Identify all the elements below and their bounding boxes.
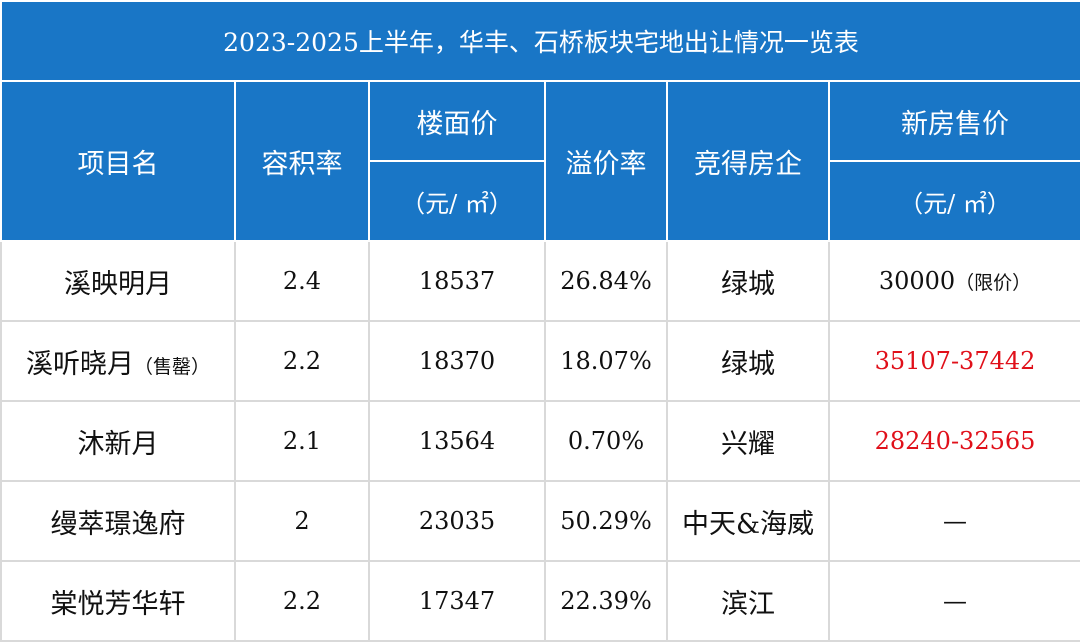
header-developer: 竞得房企 <box>666 80 830 242</box>
project-name: 棠悦芳华轩 <box>50 588 186 620</box>
premium-value: 0.70% <box>567 427 645 455</box>
cell-far: 2.4 <box>234 240 370 322</box>
header-new-price-unit: （元/ ㎡） <box>827 160 1080 242</box>
cell-developer: 滨江 <box>666 560 830 642</box>
table-row: 溪映明月 2.4 18537 26.84% 绿城 30000（限价） <box>0 240 1080 322</box>
cell-floor-price: 18370 <box>368 320 546 402</box>
new-price-note: （限价） <box>955 272 1032 294</box>
table-row: 溪听晓月（售罄） 2.2 18370 18.07% 绿城 35107-37442 <box>0 320 1080 402</box>
new-price-value: 28240-32565 <box>874 427 1036 455</box>
floor-price-value: 18537 <box>418 267 496 295</box>
project-name: 溪映明月 <box>64 268 172 300</box>
cell-developer: 绿城 <box>666 240 830 322</box>
project-name: 沐新月 <box>77 428 159 460</box>
cell-floor-price: 18537 <box>368 240 546 322</box>
developer-name: 兴耀 <box>721 428 775 460</box>
new-price-value: 30000 <box>878 267 956 295</box>
cell-new-price: 30000（限价） <box>827 240 1080 322</box>
far-value: 2 <box>294 507 310 535</box>
cell-new-price: 35107-37442 <box>827 320 1080 402</box>
header-far: 容积率 <box>234 80 370 242</box>
project-name: 溪听晓月 <box>25 348 134 380</box>
header-new-price: 新房售价 <box>827 80 1080 162</box>
far-value: 2.2 <box>282 587 322 615</box>
cell-new-price: — <box>827 480 1080 562</box>
cell-premium: 22.39% <box>544 560 668 642</box>
cell-floor-price: 23035 <box>368 480 546 562</box>
cell-premium: 50.29% <box>544 480 668 562</box>
cell-premium: 0.70% <box>544 400 668 482</box>
cell-far: 2.2 <box>234 560 370 642</box>
developer-name: 中天&海威 <box>681 508 815 540</box>
developer-name: 滨江 <box>721 588 775 620</box>
premium-value: 50.29% <box>560 507 652 535</box>
new-price-value: — <box>943 507 967 535</box>
table-body: 溪映明月 2.4 18537 26.84% 绿城 30000（限价） 溪听晓月（售罄） 2.2… <box>0 240 1080 642</box>
premium-value: 22.39% <box>560 587 652 615</box>
cell-project-name: 溪听晓月（售罄） <box>0 320 236 402</box>
far-value: 2.1 <box>282 427 322 455</box>
table-row: 缦萃璟逸府 2 23035 50.29% 中天&海威 — <box>0 480 1080 562</box>
cell-far: 2.1 <box>234 400 370 482</box>
cell-project-name: 棠悦芳华轩 <box>0 560 236 642</box>
premium-value: 18.07% <box>560 347 652 375</box>
project-name: 缦萃璟逸府 <box>50 508 186 540</box>
cell-developer: 中天&海威 <box>666 480 830 562</box>
header-floor-price: 楼面价 <box>368 80 546 162</box>
table-row: 棠悦芳华轩 2.2 17347 22.39% 滨江 — <box>0 560 1080 642</box>
cell-premium: 18.07% <box>544 320 668 402</box>
cell-project-name: 沐新月 <box>0 400 236 482</box>
cell-project-name: 溪映明月 <box>0 240 236 322</box>
table-row: 沐新月 2.1 13564 0.70% 兴耀 28240-32565 <box>0 400 1080 482</box>
header-floor-price-unit: （元/ ㎡） <box>368 160 546 242</box>
far-value: 2.2 <box>282 347 322 375</box>
developer-name: 绿城 <box>721 268 775 300</box>
cell-far: 2 <box>234 480 370 562</box>
floor-price-value: 13564 <box>418 427 496 455</box>
cell-floor-price: 17347 <box>368 560 546 642</box>
cell-new-price: 28240-32565 <box>827 400 1080 482</box>
header-project: 项目名 <box>0 80 236 242</box>
new-price-value: — <box>943 587 967 615</box>
cell-developer: 兴耀 <box>666 400 830 482</box>
table-title: 2023-2025上半年，华丰、石桥板块宅地出让情况一览表 <box>0 0 1080 82</box>
floor-price-value: 23035 <box>418 507 496 535</box>
project-name-note: （售罄） <box>133 355 210 378</box>
cell-project-name: 缦萃璟逸府 <box>0 480 236 562</box>
far-value: 2.4 <box>282 267 322 295</box>
cell-new-price: — <box>827 560 1080 642</box>
floor-price-value: 17347 <box>418 587 496 615</box>
cell-premium: 26.84% <box>544 240 668 322</box>
header-premium: 溢价率 <box>544 80 668 242</box>
new-price-value: 35107-37442 <box>874 347 1036 375</box>
cell-floor-price: 13564 <box>368 400 546 482</box>
cell-far: 2.2 <box>234 320 370 402</box>
premium-value: 26.84% <box>560 267 652 295</box>
developer-name: 绿城 <box>721 348 775 380</box>
cell-developer: 绿城 <box>666 320 830 402</box>
floor-price-value: 18370 <box>418 347 496 375</box>
